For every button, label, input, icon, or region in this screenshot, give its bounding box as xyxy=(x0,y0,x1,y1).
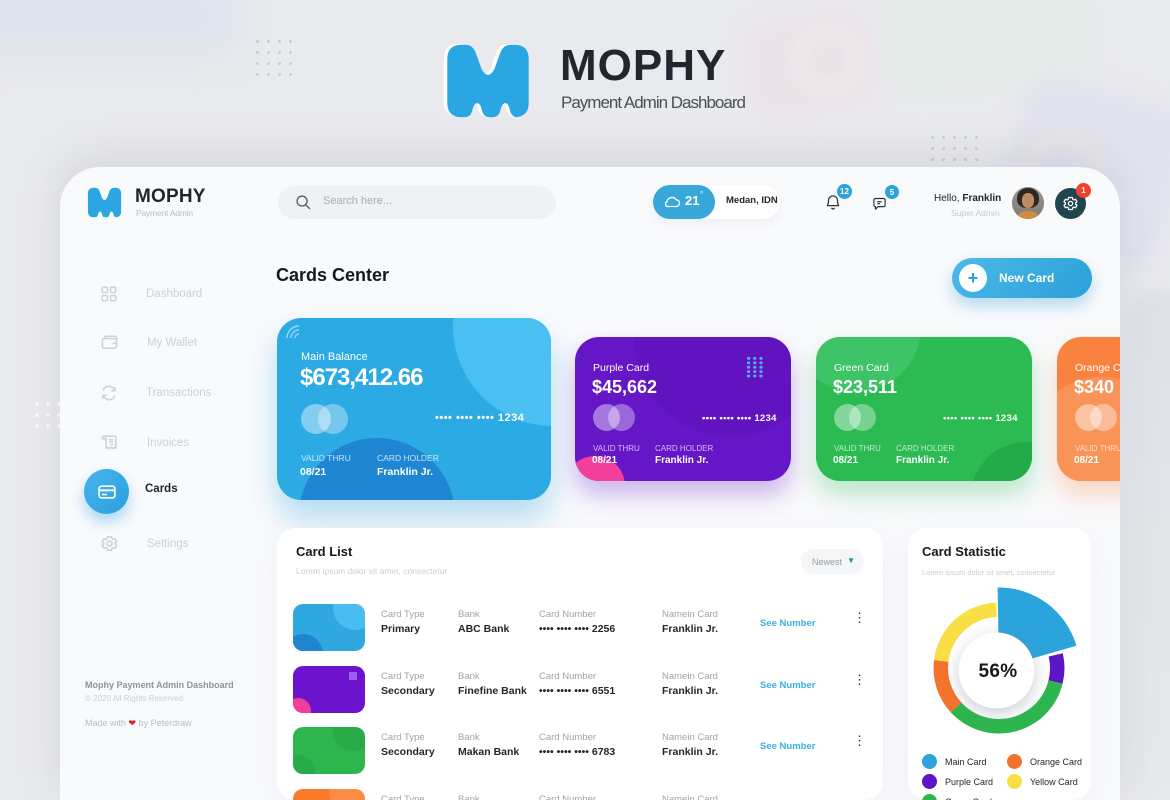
svg-text:56%: 56% xyxy=(979,661,1018,682)
